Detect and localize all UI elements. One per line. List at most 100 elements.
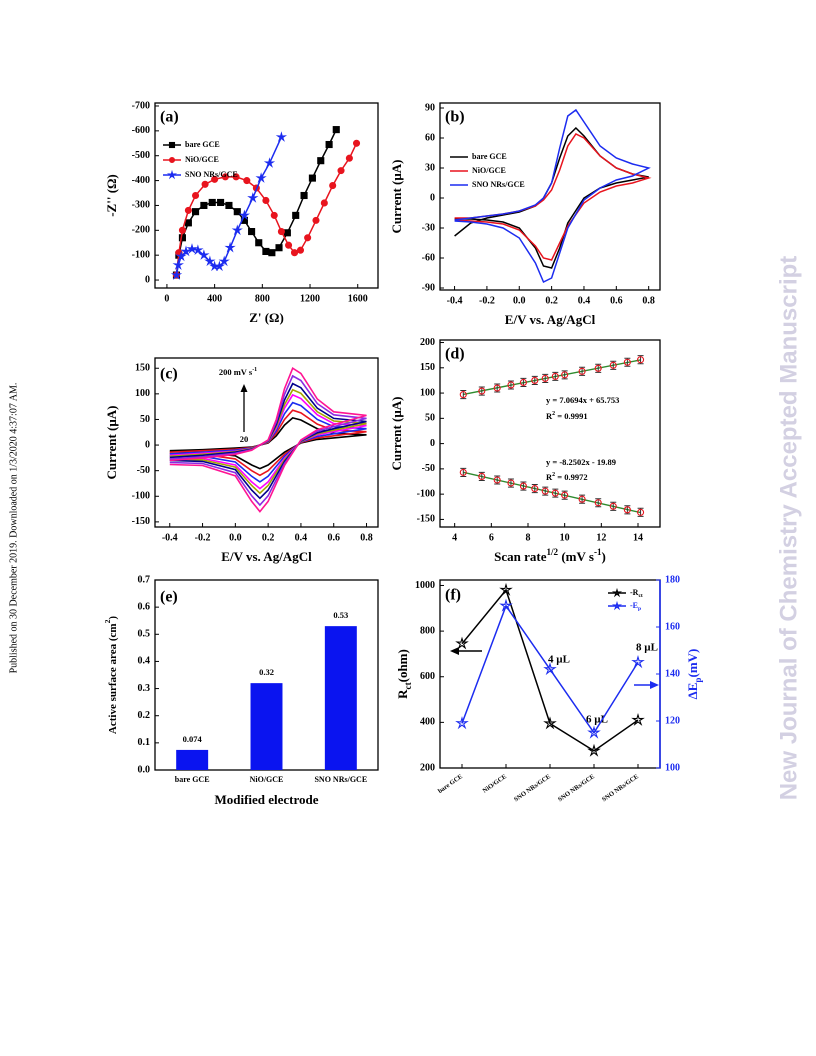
y-axis-label: Current (μA) — [389, 160, 404, 234]
marker — [325, 140, 333, 149]
text-part: p — [638, 606, 641, 612]
text-part: = 0.9972 — [555, 472, 587, 482]
y-tick-label: -60 — [422, 252, 435, 263]
y-tick-label: 400 — [420, 717, 435, 728]
marker — [623, 358, 631, 366]
marker — [345, 154, 353, 162]
text-part: (mV s — [558, 549, 594, 564]
marker — [192, 244, 204, 256]
marker — [637, 356, 645, 364]
y-tick-label: 150 — [135, 363, 150, 374]
plot-frame — [154, 102, 379, 289]
marker — [178, 226, 186, 234]
y-tick-label: -500 — [132, 150, 150, 161]
bar — [250, 683, 283, 770]
bar — [176, 749, 209, 770]
marker — [290, 249, 299, 257]
text-part: -1 — [594, 547, 602, 557]
y-tick-label: 0.2 — [138, 710, 151, 721]
marker — [277, 228, 285, 236]
y-tick-label: 0 — [430, 192, 435, 203]
y-axis-label: Current (μA) — [104, 406, 119, 480]
y-tick-label: -90 — [422, 282, 435, 293]
y-tick-label: 100 — [420, 387, 435, 398]
text-part: (ohm) — [395, 649, 410, 682]
marker — [478, 472, 486, 481]
marker — [459, 391, 467, 399]
y2-tick-label: 160 — [665, 621, 680, 632]
x-tick-label: -0.4 — [447, 295, 463, 306]
marker — [248, 228, 256, 236]
marker — [198, 249, 210, 260]
x-tick-label: 10 — [560, 532, 570, 543]
y-tick-label: 0 — [145, 439, 150, 450]
marker — [507, 479, 515, 487]
x-tick-label: -0.4 — [162, 532, 178, 543]
x-tick-label: 400 — [207, 293, 222, 304]
marker — [561, 491, 569, 499]
side-note: Published on 30 December 2019. Downloade… — [8, 383, 19, 674]
marker — [262, 196, 270, 205]
marker — [519, 378, 527, 387]
marker — [268, 249, 276, 257]
marker — [304, 234, 312, 242]
marker — [283, 229, 291, 237]
marker — [609, 361, 617, 369]
marker — [543, 662, 557, 676]
text-part: 2 — [103, 619, 112, 623]
panel-label: (e) — [160, 589, 178, 606]
marker — [255, 239, 263, 247]
marker — [262, 247, 270, 255]
x-tick-label: SNO NRs/GCE — [314, 775, 367, 784]
panel-label: (b) — [445, 109, 465, 126]
legend-label: -Ep — [630, 601, 641, 612]
legend-label: NiO/GCE — [472, 166, 506, 175]
annotation: R2 = 0.9972 — [546, 472, 588, 482]
marker — [541, 374, 549, 382]
marker — [300, 191, 308, 200]
text-part: R — [395, 689, 410, 699]
x-tick-label: 0.2 — [262, 532, 275, 543]
text-part: p — [693, 678, 703, 683]
text-part: 200 mV s — [219, 367, 253, 377]
y-tick-label: 0.1 — [138, 737, 151, 748]
y-tick-label: 0.0 — [138, 764, 151, 775]
bar — [324, 626, 357, 770]
marker — [329, 182, 337, 190]
y-tick-label: -600 — [132, 125, 150, 136]
annotation: 20 — [240, 434, 249, 444]
y-tick-label: -700 — [132, 100, 150, 111]
marker — [317, 157, 325, 165]
marker — [233, 208, 241, 216]
y-tick-label: 0.5 — [138, 629, 151, 640]
marker — [459, 468, 467, 476]
marker — [531, 485, 539, 493]
y-tick-label: 800 — [420, 625, 435, 636]
text-part: 1/2 — [546, 547, 558, 557]
marker — [561, 371, 569, 379]
y-tick-label: -150 — [417, 514, 435, 525]
text-part: Scan rate — [494, 549, 547, 564]
marker — [238, 209, 251, 221]
marker — [292, 211, 300, 219]
data-line — [461, 588, 639, 752]
legend-label: NiO/GCE — [185, 155, 219, 164]
marker — [609, 502, 617, 510]
marker — [587, 743, 601, 757]
data-line — [461, 604, 639, 735]
x-tick-label: 0 — [164, 293, 169, 304]
text-part: R — [546, 411, 553, 421]
y-axis-label: -Z'' (Ω) — [104, 174, 119, 217]
y-tick-label: 0.6 — [138, 601, 151, 612]
panel-label: (c) — [160, 366, 178, 383]
legend-label: SNO NRs/GCE — [185, 170, 238, 179]
y-axis-label: Active surface area (cm2) — [103, 616, 118, 735]
x-tick-label: 0.8 — [360, 532, 373, 543]
y-tick-label: 0.4 — [138, 656, 151, 667]
marker — [231, 224, 243, 236]
text-part: -E — [630, 601, 638, 610]
marker — [211, 175, 219, 183]
marker — [352, 139, 361, 147]
y2-tick-label: 140 — [665, 668, 680, 679]
marker — [455, 716, 469, 730]
